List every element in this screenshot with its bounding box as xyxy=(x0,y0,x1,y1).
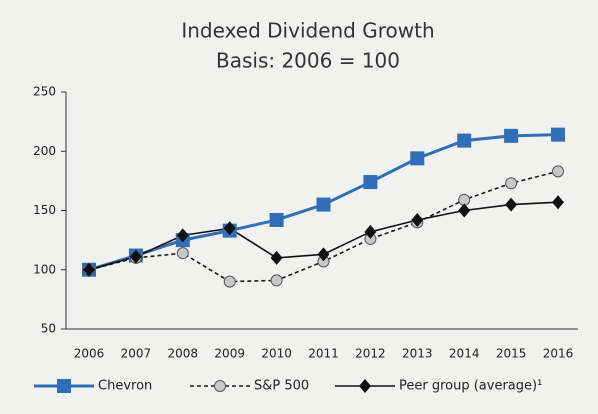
y-tick-label: 250 xyxy=(33,85,56,99)
data-point xyxy=(551,127,565,142)
x-tick-label: 2010 xyxy=(261,347,292,361)
data-point xyxy=(363,175,378,190)
data-point xyxy=(552,165,564,178)
data-point xyxy=(552,195,564,210)
legend-marker xyxy=(57,379,71,393)
data-point xyxy=(129,249,142,264)
y-tick-label: 50 xyxy=(41,322,56,336)
y-tick-label: 200 xyxy=(33,144,56,158)
data-point xyxy=(223,221,236,236)
data-point xyxy=(317,247,330,262)
data-point xyxy=(410,151,425,166)
legend-marker xyxy=(359,379,371,393)
y-tick-label: 100 xyxy=(33,262,56,276)
data-point xyxy=(270,250,283,265)
data-point xyxy=(505,177,518,190)
x-tick-label: 2006 xyxy=(74,347,105,361)
x-tick-label: 2016 xyxy=(543,347,574,361)
data-point xyxy=(176,247,189,260)
data-point xyxy=(176,228,189,243)
data-point xyxy=(223,275,236,288)
data-point xyxy=(83,262,95,277)
data-point xyxy=(270,274,283,287)
x-tick-label: 2012 xyxy=(355,347,386,361)
legend-label: S&P 500 xyxy=(254,379,309,394)
x-tick-label: 2013 xyxy=(402,347,433,361)
legend-label: Chevron xyxy=(98,379,152,394)
legend-label: Peer group (average)¹ xyxy=(399,379,542,394)
x-tick-label: 2014 xyxy=(449,347,480,361)
x-tick-label: 2011 xyxy=(308,347,339,361)
data-point xyxy=(458,203,471,218)
chart-subtitle: Basis: 2006 = 100 xyxy=(216,49,400,73)
x-tick-label: 2009 xyxy=(214,347,245,361)
legend-marker xyxy=(214,380,226,392)
chart-title: Indexed Dividend Growth xyxy=(181,19,434,43)
data-point xyxy=(364,224,377,239)
data-point xyxy=(269,212,284,227)
data-point xyxy=(457,133,472,148)
x-tick-label: 2008 xyxy=(168,347,199,361)
x-tick-label: 2015 xyxy=(496,347,527,361)
data-point xyxy=(504,128,519,143)
data-point xyxy=(316,197,331,212)
data-point xyxy=(411,212,424,227)
data-point xyxy=(505,197,518,212)
x-tick-label: 2007 xyxy=(121,347,152,361)
y-tick-label: 150 xyxy=(33,203,56,217)
